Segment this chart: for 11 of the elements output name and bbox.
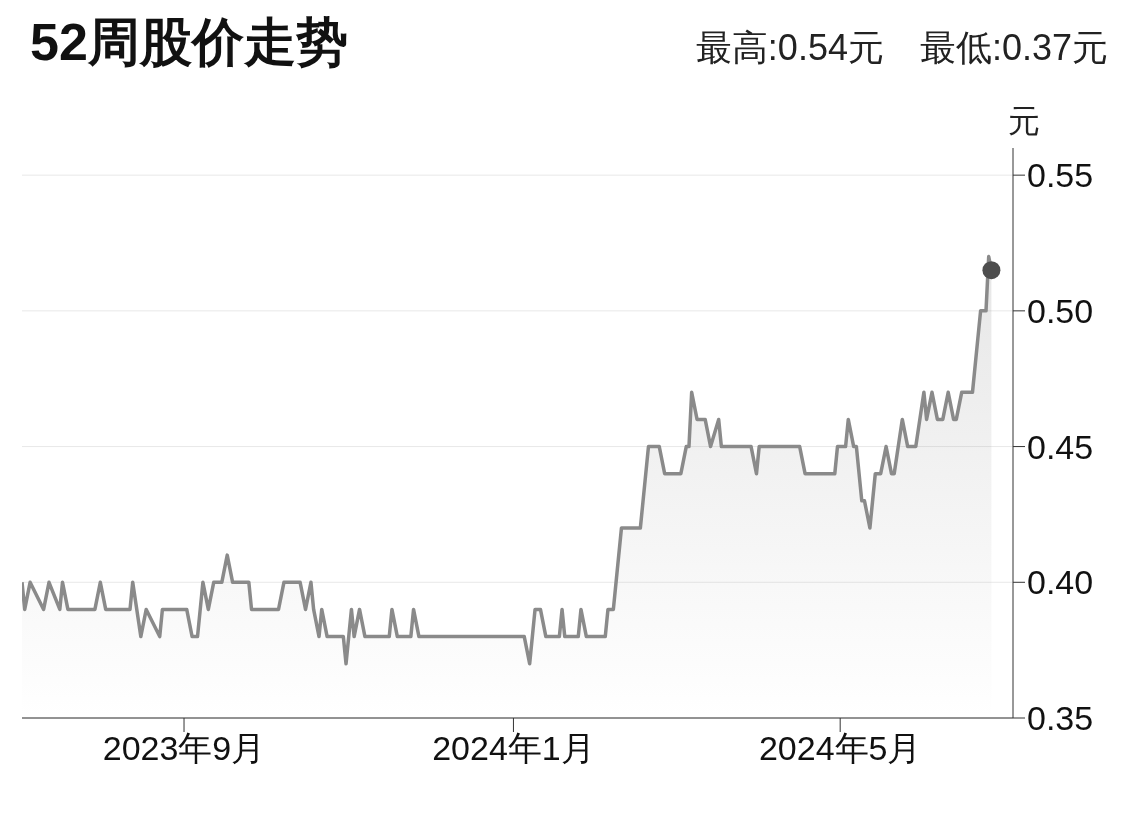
- y-tick-label: 0.40: [1027, 563, 1094, 602]
- y-tick-label: 0.45: [1027, 427, 1094, 466]
- y-tick-label: 0.50: [1027, 291, 1094, 330]
- x-tick-label: 2023年9月: [102, 729, 266, 768]
- chart-title: 52周股价走势: [30, 12, 348, 73]
- x-tick-label: 2024年5月: [758, 729, 922, 768]
- y-tick-label: 0.35: [1027, 699, 1094, 738]
- y-tick-label: 0.55: [1027, 156, 1094, 195]
- y-axis-title: 元: [1008, 102, 1040, 141]
- x-tick-label: 2024年1月: [432, 729, 595, 768]
- chart-subtitle: 最高:0.54元 最低:0.37元: [695, 26, 1108, 70]
